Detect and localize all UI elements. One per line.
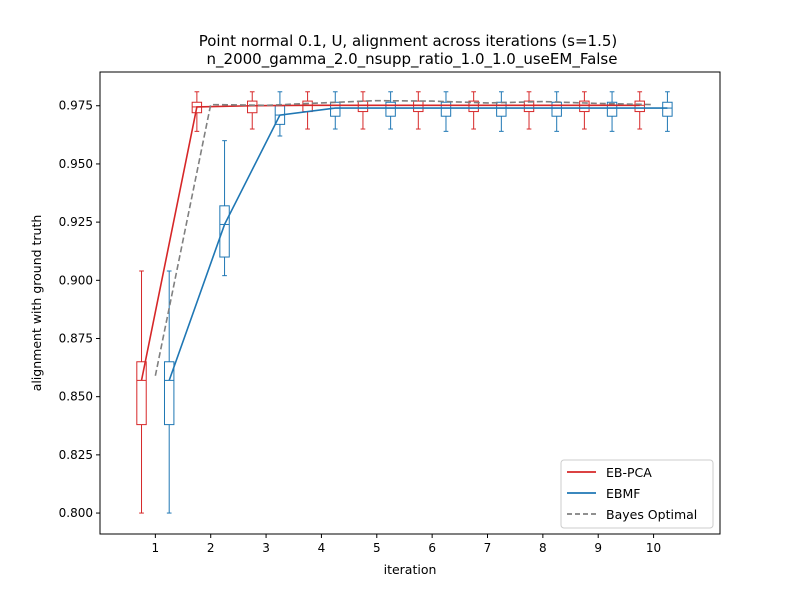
box <box>136 361 147 426</box>
series-line-ebmf <box>168 107 668 381</box>
y-tick-label: 0.850 <box>59 390 93 404</box>
x-tick-label: 5 <box>373 541 381 555</box>
y-tick-label: 0.900 <box>59 273 93 287</box>
series-line-bayes-optimal <box>154 99 654 376</box>
box <box>413 100 424 113</box>
x-tick-label: 9 <box>594 541 602 555</box>
legend-label-eb-pca: EB-PCA <box>606 465 652 480</box>
x-tick-label: 3 <box>262 541 270 555</box>
axes: 1 2 3 4 5 6 7 8 9 10 0.800 0.825 0.850 0.875 0.900 0.92… <box>59 99 662 555</box>
legend: EB-PCA EBMF Bayes Optimal <box>560 459 714 529</box>
box <box>579 100 590 113</box>
chart-subtitle: n_2000_gamma_2.0_nsupp_ratio_1.0_1.0_use… <box>207 50 618 69</box>
box <box>523 100 535 113</box>
y-axis-label: alignment with ground truth <box>29 215 44 392</box>
box <box>634 100 645 113</box>
y-tick-label: 0.950 <box>59 157 93 171</box>
legend-frame <box>560 459 714 529</box>
legend-label-bayes-optimal: Bayes Optimal <box>606 507 697 522</box>
x-tick-label: 1 <box>152 541 160 555</box>
box <box>606 101 618 117</box>
box <box>662 101 673 117</box>
x-axis-label: iteration <box>384 562 437 577</box>
box <box>302 100 313 113</box>
plot-area <box>136 91 673 514</box>
axes-frame <box>99 71 721 535</box>
box <box>468 100 479 113</box>
x-tick-label: 6 <box>428 541 436 555</box>
y-tick-label: 0.925 <box>59 215 93 229</box>
box <box>219 205 230 258</box>
box <box>385 101 396 117</box>
x-tick-label: 10 <box>646 541 661 555</box>
x-tick-label: 2 <box>207 541 215 555</box>
y-tick-label: 0.975 <box>59 99 93 113</box>
y-tick-label: 0.875 <box>59 331 93 345</box>
x-tick-label: 7 <box>484 541 492 555</box>
x-tick-label: 4 <box>318 541 326 555</box>
y-tick-label: 0.800 <box>59 506 93 520</box>
y-tick-label: 0.825 <box>59 448 93 462</box>
legend-label-ebmf: EBMF <box>606 486 640 501</box>
boxes-ebmf <box>163 91 673 514</box>
box <box>163 361 175 426</box>
box <box>496 101 507 117</box>
box <box>357 100 369 113</box>
chart-title: Point normal 0.1, U, alignment across it… <box>199 32 618 50</box>
x-tick-label: 8 <box>539 541 547 555</box>
box <box>551 101 562 117</box>
series-line-eb-pca <box>140 104 640 381</box>
box <box>247 100 258 114</box>
box <box>440 101 452 117</box>
